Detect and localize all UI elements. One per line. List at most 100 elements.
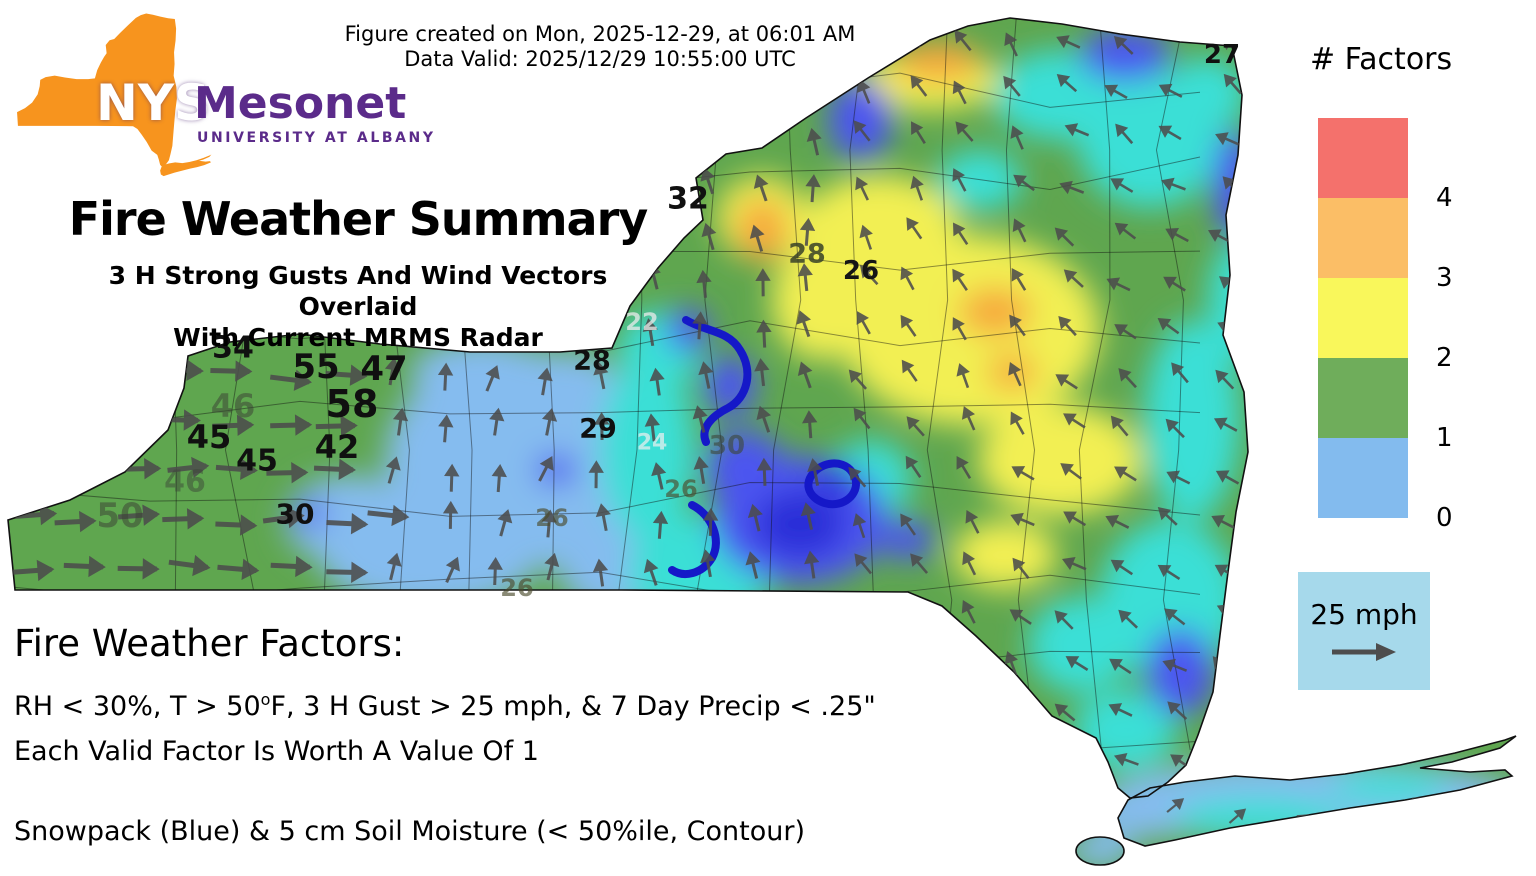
wind-arrow [859,224,873,250]
wind-arrow [546,751,562,780]
wind-arrow [1012,218,1027,243]
wind-arrow [756,457,773,486]
wind-arrow [1010,512,1035,527]
wind-arrow [1157,564,1181,581]
wind-arrow [162,508,205,530]
wind-arrow [12,559,55,582]
wind-arrow [693,456,709,484]
wind-arrow [1011,466,1035,481]
wind-arrow [1161,177,1186,192]
factors-colorbar: 4 3 2 1 0 [1318,118,1453,533]
wind-arrow [749,224,765,252]
wind-arrow [262,507,305,529]
wind-arrow [542,605,558,634]
wind-arrow [649,367,665,396]
wind-arrow [1059,180,1085,195]
wind-arrow [496,165,512,192]
wind-arrow [538,456,554,482]
wind-arrow [805,174,821,203]
wind-arrow [910,121,926,145]
wind-arrow [961,599,976,624]
legend-swatch-3 [1318,198,1408,278]
wind-arrow [1208,229,1232,244]
wind-arrow [384,357,401,386]
wind-arrow [445,556,460,584]
wind-arrow [217,558,260,580]
wind-arrow [853,605,868,631]
factors-criteria-line: RH < 30%, T > 50oF, 3 H Gust > 25 mph, &… [14,690,876,722]
wind-arrow [8,223,50,245]
wind-arrow [539,124,556,153]
wind-arrow [1165,228,1189,243]
wind-arrow [326,561,369,583]
wind-arrow [955,121,974,142]
wind-arrow [1158,125,1182,141]
wind-arrow [1213,417,1238,432]
wind-arrow [753,174,769,202]
wind-arrow [747,503,763,532]
wind-arrow [953,222,969,246]
wind-arrow [67,366,110,388]
wind-arrow [1118,609,1139,629]
wind-arrow [901,359,918,382]
wind-arrow [1106,277,1131,292]
wind-arrow [848,369,868,390]
wind-arrow [1114,222,1137,240]
wind-arrow [652,510,669,539]
wind-arrow [1011,267,1027,291]
wind-arrow [799,217,816,246]
wind-arrow [1004,651,1018,676]
wind-arrow [1063,269,1084,288]
wind-arrow [802,77,818,106]
wind-arrow [1010,411,1025,435]
legend-label-0: 0 [1436,503,1453,533]
wind-arrow [326,513,369,535]
wind-arrow [117,558,160,580]
wind-arrow [441,72,458,98]
wind-arrow [1058,316,1077,337]
wind-arrow [910,75,928,97]
wind-arrow [313,458,356,480]
wind-arrow [696,269,712,298]
wind-arrow [1003,75,1021,97]
wind-arrow [497,644,512,673]
wind-arrow [274,167,317,190]
wind-arrow [315,415,358,437]
wind-arrow [693,128,709,156]
wind-arrow [1012,557,1030,580]
wind-arrow [497,509,513,537]
title-block: Fire Weather Summary 3 H Strong Gusts An… [48,192,668,353]
wind-arrow [852,513,867,539]
wind-arrow [595,503,611,532]
wind-arrow [1114,324,1137,340]
wind-arrow [747,742,763,771]
wind-arrow [806,127,822,156]
wind-arrow [756,405,772,433]
logo-nys-text: NYS [96,74,211,132]
wind-arrow [1157,317,1180,335]
figure-timestamp-block: Figure created on Mon, 2025-12-29, at 06… [330,22,870,72]
wind-arrow [647,606,663,635]
wind-arrow [853,120,871,142]
wind-arrow [1065,656,1089,671]
wind-arrow [491,464,507,493]
wind-arrow [168,554,211,577]
criteria-suffix: F, 3 H Gust > 25 mph, & 7 Day Precip < .… [270,691,876,722]
reference-wind-arrow-icon [1332,642,1396,661]
wind-arrow [1157,507,1178,526]
wind-arrow [900,266,915,291]
wind-arrow [1013,174,1035,192]
wind-arrow [900,513,916,536]
wind-arrow [544,552,560,581]
wind-arrow [594,647,610,676]
wind-arrow [900,748,919,770]
wind-arrow [904,695,919,720]
wind-arrow [1105,514,1130,529]
wind-arrow [270,555,313,578]
legend-swatch-2 [1318,278,1408,358]
wind-arrow [392,407,409,436]
legend-label-1: 1 [1436,423,1453,453]
wind-speed-legend: 25 mph [1298,572,1430,690]
wind-arrow [1054,610,1074,630]
